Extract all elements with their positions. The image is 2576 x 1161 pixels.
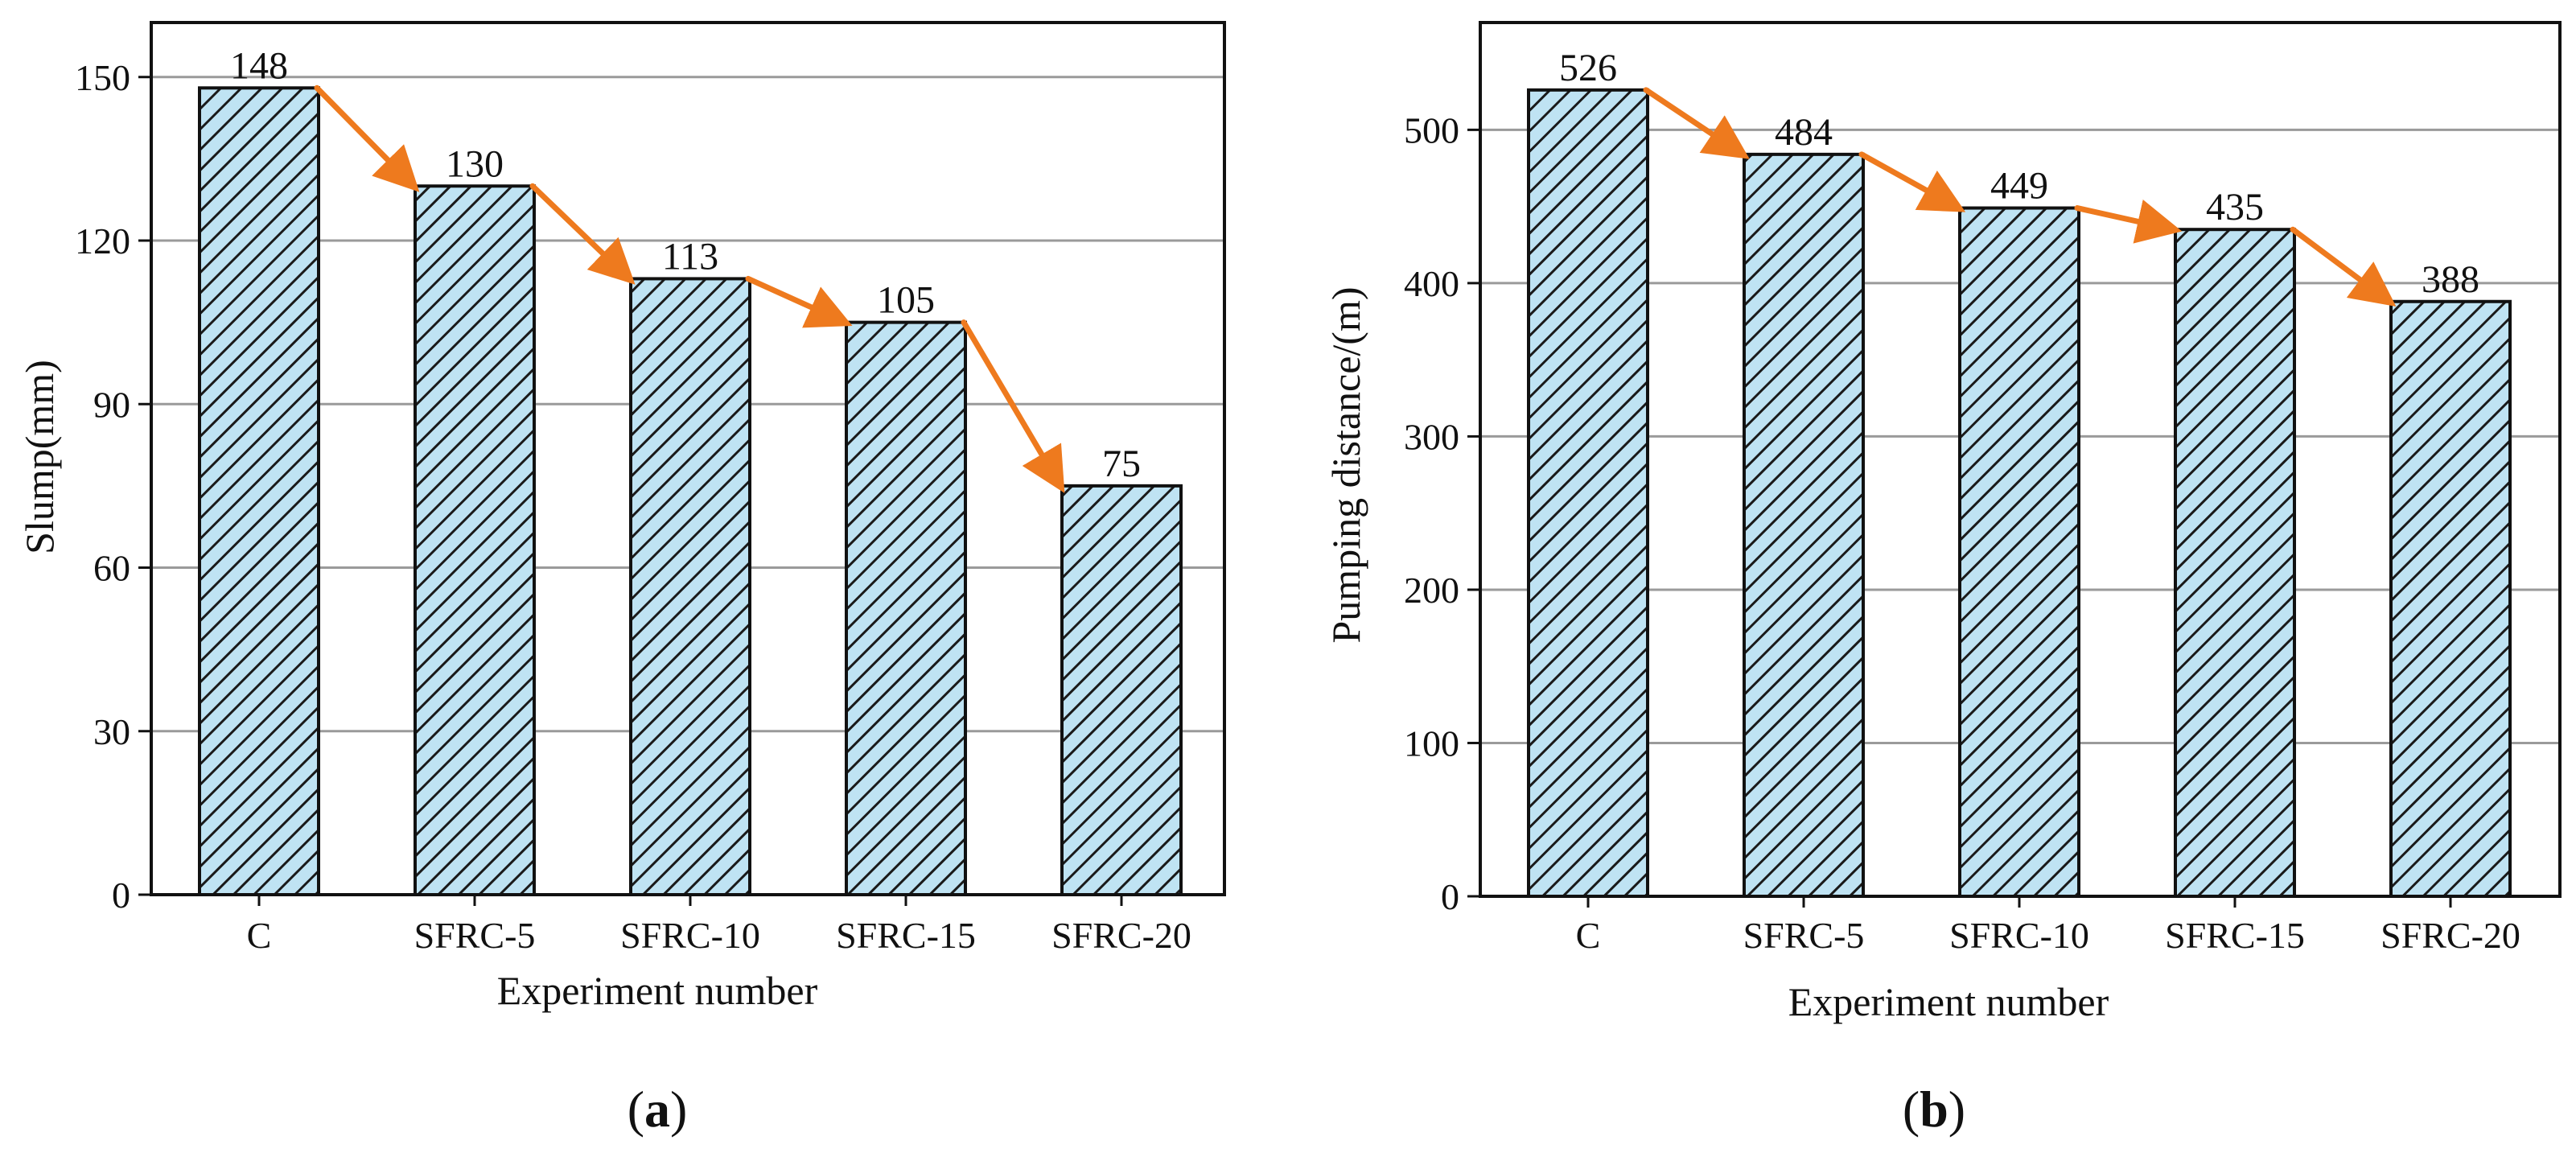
y-ticks-b: 0 100 200 300 400 500 bbox=[1404, 109, 1480, 917]
trend-arrow bbox=[314, 84, 420, 192]
y-tick-label: 400 bbox=[1404, 263, 1459, 304]
y-tick-label: 90 bbox=[93, 384, 130, 425]
trend-arrow bbox=[745, 275, 853, 328]
bar bbox=[1958, 206, 2080, 898]
data-label: 449 bbox=[1990, 165, 2048, 208]
plot-frame-a bbox=[150, 21, 1226, 896]
data-labels-b: 526 484 449 435 388 bbox=[1559, 47, 2479, 301]
data-label: 113 bbox=[662, 235, 718, 278]
panel-label-a: (a) bbox=[628, 1081, 688, 1138]
trend-arrow bbox=[529, 183, 636, 285]
y-tick-label: 60 bbox=[93, 548, 130, 589]
bar bbox=[629, 277, 751, 896]
y-tick-label: 500 bbox=[1404, 109, 1459, 150]
data-label: 484 bbox=[1775, 111, 1833, 154]
bar bbox=[198, 86, 320, 897]
x-tick-label: SFRC-5 bbox=[1743, 915, 1865, 956]
y-tick-label: 120 bbox=[75, 220, 130, 261]
bar bbox=[414, 184, 536, 896]
bars-b bbox=[1527, 88, 2512, 899]
y-tick-label: 200 bbox=[1404, 570, 1459, 611]
y-tick-label: 30 bbox=[93, 711, 130, 752]
data-labels-a: 148 130 113 105 75 bbox=[230, 44, 1141, 485]
x-tick-label: SFRC-15 bbox=[2165, 915, 2305, 956]
chart-panel-b: 0 100 200 300 400 500 C SFRC-5 SFRC-10 SFRC-15 SF… bbox=[1323, 21, 2562, 1138]
data-label: 75 bbox=[1102, 443, 1141, 485]
x-labels-b: C SFRC-5 SFRC-10 SFRC-15 SFRC-20 bbox=[1576, 896, 2520, 956]
bar bbox=[2389, 299, 2512, 899]
trend-arrow bbox=[2290, 226, 2397, 307]
chart-panel-a: 0 30 60 90 120 150 C SFRC-5 SFRC-10 SFRC-15 SFRC-… bbox=[17, 21, 1226, 1138]
x-labels-a: C SFRC-5 SFRC-10 SFRC-15 SFRC-20 bbox=[247, 895, 1191, 956]
bar bbox=[1060, 484, 1183, 896]
panel-letter-b: b bbox=[1920, 1081, 1948, 1138]
bar bbox=[1527, 88, 1649, 898]
trend-arrow bbox=[1643, 87, 1750, 159]
bars-a bbox=[198, 86, 1183, 897]
x-tick-label: SFRC-20 bbox=[2381, 915, 2520, 956]
y-tick-label: 100 bbox=[1404, 723, 1459, 764]
data-label: 388 bbox=[2422, 258, 2479, 301]
y-tick-label: 150 bbox=[75, 57, 130, 98]
bar bbox=[845, 320, 967, 896]
y-tick-label: 0 bbox=[112, 875, 130, 916]
y-axis-title-a: Slump(mm) bbox=[17, 360, 62, 554]
data-label: 148 bbox=[230, 44, 288, 87]
trend-arrows-b bbox=[1643, 87, 2397, 307]
bar bbox=[2174, 228, 2296, 899]
x-tick-label: C bbox=[247, 915, 272, 956]
data-label: 130 bbox=[446, 142, 504, 185]
y-ticks-a: 0 30 60 90 120 150 bbox=[75, 57, 151, 916]
data-label: 105 bbox=[877, 279, 935, 322]
y-axis-title-b: Pumping distance/(m) bbox=[1323, 287, 1368, 644]
trend-arrow bbox=[1858, 151, 1966, 212]
y-tick-label: 0 bbox=[1441, 876, 1459, 917]
panel-letter-a: a bbox=[644, 1081, 670, 1138]
bar bbox=[1743, 152, 1865, 898]
x-tick-label: SFRC-10 bbox=[620, 915, 760, 956]
y-tick-label: 300 bbox=[1404, 416, 1459, 457]
data-label: 435 bbox=[2206, 186, 2264, 228]
x-tick-label: SFRC-15 bbox=[836, 915, 976, 956]
data-label: 526 bbox=[1559, 47, 1617, 89]
x-tick-label: SFRC-10 bbox=[1949, 915, 2089, 956]
x-tick-label: C bbox=[1576, 915, 1601, 956]
x-axis-title-a: Experiment number bbox=[497, 968, 818, 1013]
trend-arrow bbox=[2074, 200, 2183, 244]
x-axis-title-b: Experiment number bbox=[1788, 979, 2109, 1024]
trend-arrows-a bbox=[314, 84, 1065, 493]
panel-label-b: (b) bbox=[1903, 1081, 1965, 1138]
x-tick-label: SFRC-5 bbox=[414, 915, 536, 956]
x-tick-label: SFRC-20 bbox=[1051, 915, 1191, 956]
trend-arrow bbox=[961, 319, 1065, 493]
